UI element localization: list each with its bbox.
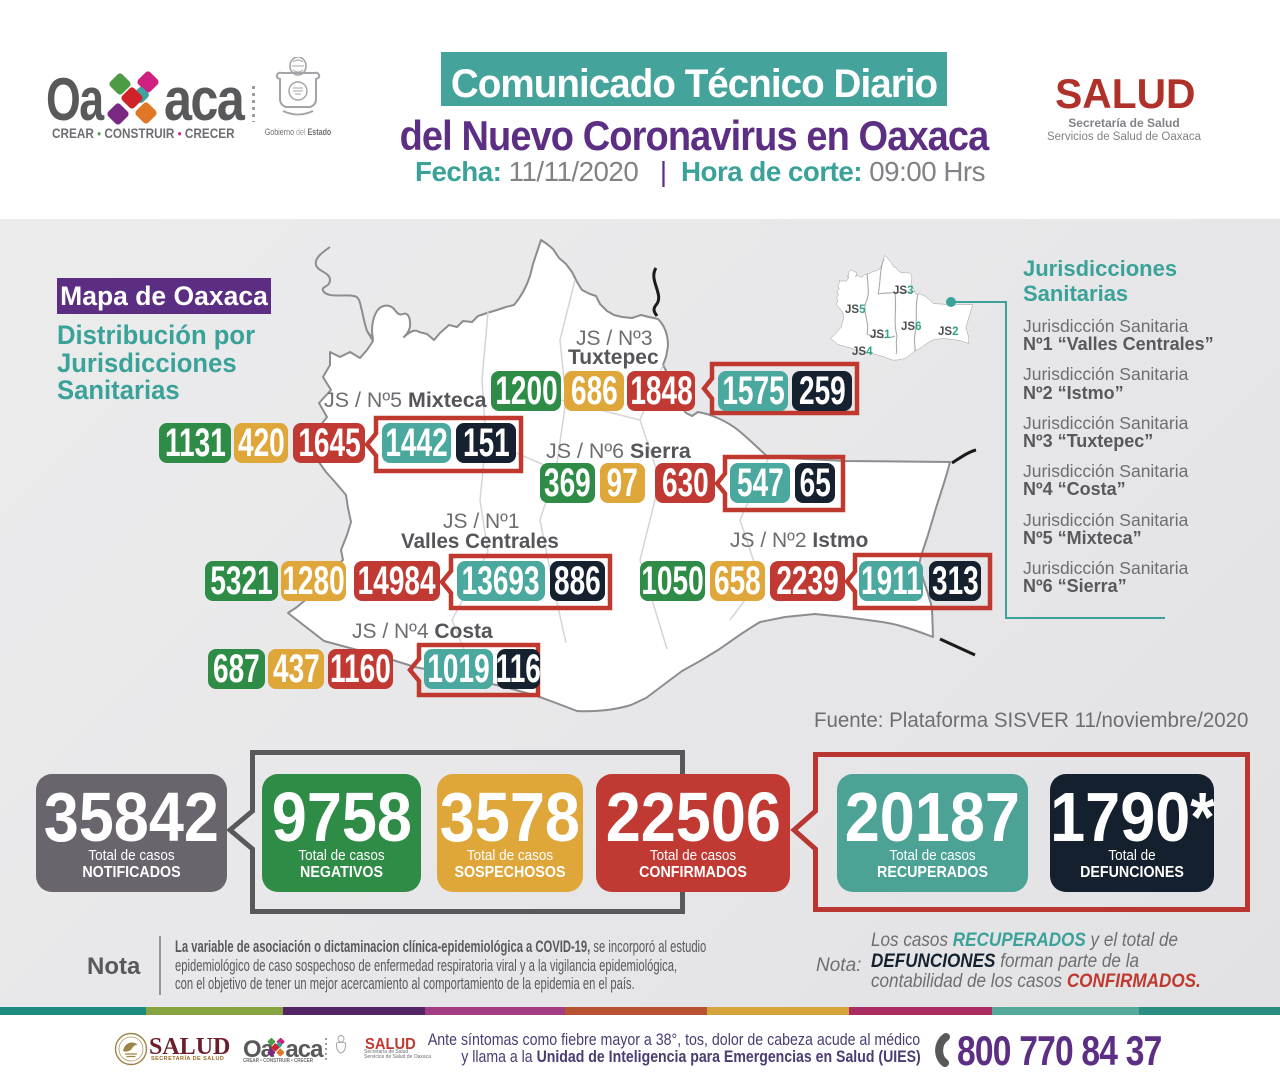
svg-text:JS2: JS2 <box>938 326 958 338</box>
svg-text:JS5: JS5 <box>845 304 866 316</box>
svg-text:JS3: JS3 <box>893 285 913 297</box>
svg-text:JS1: JS1 <box>870 329 891 341</box>
svg-text:JS4: JS4 <box>852 346 873 358</box>
svg-text:JS6: JS6 <box>901 321 921 333</box>
